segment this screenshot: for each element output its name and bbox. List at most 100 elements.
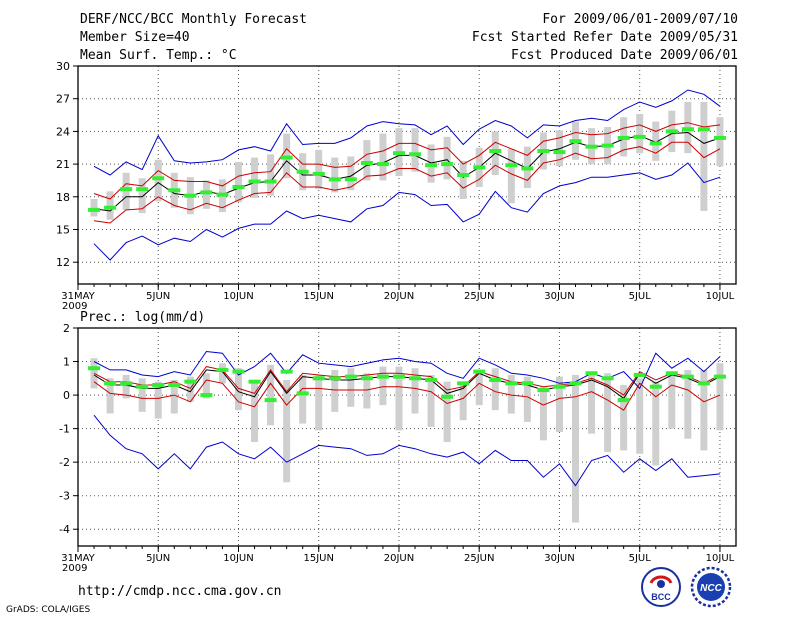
prec-ensemble-marker [425, 377, 438, 382]
prec-spread-box [604, 373, 612, 453]
ncc-logo-text: NCC [700, 583, 722, 594]
prec-spread-box [347, 368, 355, 407]
temp-lower-line [93, 141, 721, 224]
prec-spread-box [283, 379, 291, 483]
temp-ensemble-marker [457, 173, 470, 177]
prec-x-tick-label: 30JUN [544, 553, 574, 564]
prec-ensemble-marker [681, 374, 694, 379]
prec-ensemble-marker [296, 391, 309, 396]
prec-ensemble-marker [264, 398, 277, 403]
prec-spread-box [459, 385, 467, 421]
prec-spread-box [154, 381, 162, 419]
temp-spread-box [459, 160, 467, 199]
temp-ensemble-marker [441, 162, 454, 167]
temp-x-tick-label: 5JUL [629, 291, 652, 302]
temp-ensemble-marker [473, 165, 486, 170]
prec-spread-box [636, 378, 644, 454]
temperature-variable-label: Mean Surf. Temp.: °C [80, 48, 237, 63]
prec-ensemble-marker [505, 381, 518, 386]
temp-x-tick-label: 10JUL [706, 291, 735, 302]
prec-ensemble-marker [232, 369, 245, 374]
prec-ensemble-marker [553, 384, 566, 389]
bcc-logo-text: BCC [651, 592, 671, 602]
prec-spread-box [491, 368, 499, 411]
temp-plot-frame [77, 65, 737, 285]
prec-ensemble-marker [392, 374, 405, 379]
prec-spread-box [507, 374, 515, 414]
prec-y-tick-label: 1 [63, 356, 70, 369]
prec-y-tick-label: 0 [63, 389, 70, 402]
prec-ensemble-marker [473, 369, 486, 374]
prec-ensemble-marker [216, 367, 229, 372]
prec-spread-box [443, 381, 451, 443]
prec-x-tick-label: 15JUN [303, 553, 333, 564]
prec-spread-box [202, 373, 210, 399]
prec-lower-line [93, 379, 721, 411]
prec-ensemble-marker [376, 374, 389, 379]
prec-spread-box [620, 385, 628, 451]
prec-plot-frame [77, 327, 737, 547]
temp-ensemble-marker [200, 190, 213, 195]
prec-ensemble-marker [120, 381, 133, 386]
prec-ensemble-marker [360, 376, 373, 381]
prec-ensemble-marker [248, 379, 261, 384]
temp-spread-box [379, 133, 387, 181]
temp-ensemble-marker [312, 171, 325, 176]
prec-spread-box [331, 369, 339, 412]
temp-mean-line [93, 131, 721, 212]
bcc-logo: BCC [641, 567, 681, 607]
temp-upper-line [93, 122, 721, 200]
prec-ensemble-marker [713, 374, 726, 379]
prec-spread-box [411, 368, 419, 414]
forecast-period-label: For 2009/06/01-2009/07/10 [542, 12, 738, 27]
prec-spread-box [523, 376, 531, 422]
prec-spread-box [186, 376, 194, 402]
prec-ensemble-marker [649, 384, 662, 389]
prec-ensemble-marker [537, 388, 550, 393]
prec-y-tick-label: -3 [59, 490, 70, 503]
temp-spread-box [251, 157, 259, 198]
prec-spread-box [716, 363, 724, 431]
prec-y-tick-label: 2 [63, 322, 70, 335]
temp-ensemble-marker [617, 135, 630, 140]
prec-spread-box [299, 374, 307, 424]
prec-spread-box [539, 386, 547, 441]
prec-spread-box [170, 379, 178, 414]
temp-ensemble-marker [553, 150, 566, 155]
prec-y-tick-label: -1 [59, 423, 70, 436]
prec-ensemble-marker [168, 383, 181, 388]
prec-spread-box [122, 374, 130, 399]
prec-ensemble-marker [409, 376, 422, 381]
temp-spread-box [716, 117, 724, 167]
temp-ensemble-marker [296, 169, 309, 174]
chart-title: DERF/NCC/BCC Monthly Forecast [80, 12, 307, 27]
prec-min-line [93, 414, 721, 487]
temp-ensemble-marker [248, 179, 261, 184]
prec-y-tick-label: -4 [59, 523, 70, 536]
temp-spread-box [363, 140, 371, 181]
temp-y-tick-label: 24 [56, 125, 70, 138]
prec-ensemble-marker [457, 381, 470, 386]
temp-spread-box [507, 148, 515, 204]
prec-ensemble-marker [104, 381, 117, 386]
temp-ensemble-marker [585, 144, 598, 149]
prec-x-tick-label: 25JUN [464, 553, 494, 564]
prec-ensemble-marker [344, 374, 357, 379]
prec-ensemble-marker [200, 393, 213, 398]
source-url[interactable]: http://cmdp.ncc.cma.gov.cn [78, 584, 282, 599]
temp-y-tick-label: 21 [56, 158, 70, 171]
prec-x-tick-label: 20JUN [384, 553, 414, 564]
prec-upper-line [93, 366, 721, 396]
prec-spread-box [427, 374, 435, 427]
temp-ensemble-marker [633, 134, 646, 139]
temp-ensemble-marker [425, 163, 438, 168]
temp-spread-box [122, 172, 130, 210]
temp-ensemble-marker [280, 155, 293, 160]
temp-x-tick-label: 31MAY [61, 291, 95, 302]
prec-spread-box [572, 374, 580, 523]
forecast-started-label: Fcst Started Refer Date 2009/05/31 [471, 30, 738, 45]
temp-ensemble-marker [216, 192, 229, 197]
prec-x-tick-label: 5JUN [146, 553, 170, 564]
temp-spread-box [154, 159, 162, 202]
